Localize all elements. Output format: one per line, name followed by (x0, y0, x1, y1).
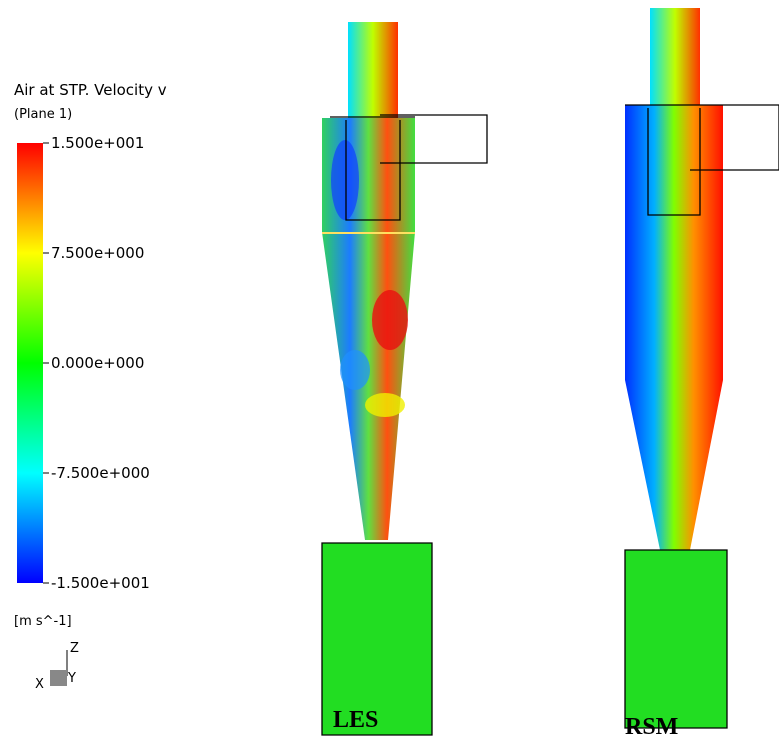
les-vortex-finder (348, 22, 398, 118)
les-blob (340, 350, 370, 390)
panel-label: LES (333, 707, 378, 733)
colorbar-label: -7.500e+000 (51, 464, 150, 482)
panel-label: RSM (625, 714, 678, 740)
les-body (322, 118, 415, 540)
legend-subtitle: (Plane 1) (14, 107, 72, 122)
axis-triad: Z X Y (35, 641, 79, 692)
les-contour (321, 22, 488, 736)
les-bin (322, 543, 432, 735)
colorbar (17, 143, 43, 583)
x-label: X (35, 677, 44, 692)
unit: [m s^-1] (14, 614, 72, 629)
colorbar-label: -1.500e+001 (51, 574, 150, 592)
legend: Air at STP. Velocity v (Plane 1) 1.500e+… (14, 81, 167, 629)
colorbar-label: 0.000e+000 (51, 354, 144, 372)
legend-title: Air at STP. Velocity v (14, 81, 167, 99)
les-blob (372, 290, 408, 350)
rsm-contour (624, 8, 779, 729)
rsm-bin (625, 550, 727, 728)
y-axis-marker (50, 670, 67, 686)
y-label: Y (67, 671, 76, 686)
les-blob (331, 140, 359, 220)
rsm-outline (624, 104, 779, 729)
rsm-vortex-finder (650, 8, 700, 108)
z-label: Z (70, 641, 79, 656)
les-outline (321, 114, 488, 736)
les-blob (365, 393, 405, 417)
colorbar-labels: 1.500e+001 7.500e+000 0.000e+000 -7.500e+00… (43, 134, 150, 592)
rsm-body (625, 105, 723, 550)
colorbar-label: 1.500e+001 (51, 134, 144, 152)
colorbar-label: 7.500e+000 (51, 244, 144, 262)
